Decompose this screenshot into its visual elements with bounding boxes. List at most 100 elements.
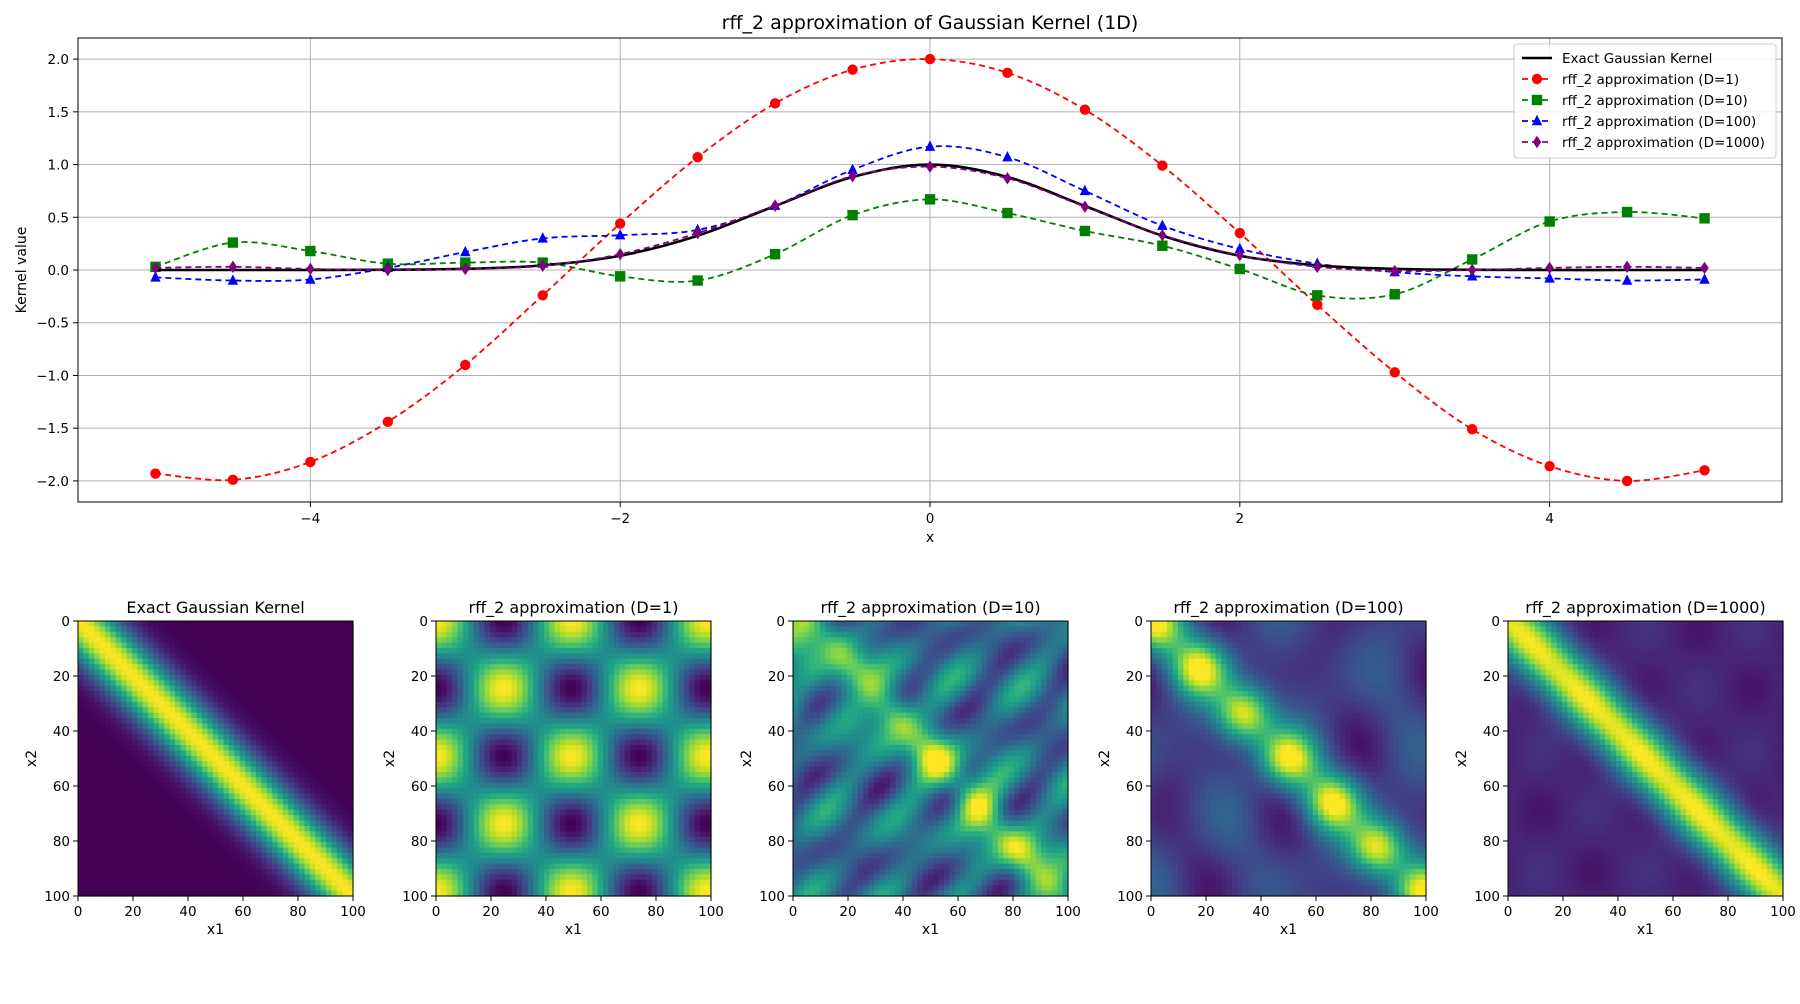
heatmap-cell — [695, 670, 701, 676]
heatmap-cell — [511, 831, 517, 837]
heatmap-cell — [153, 864, 159, 870]
heatmap-cell — [100, 761, 106, 767]
heatmap-cell — [310, 799, 316, 805]
heatmap-cell — [261, 643, 267, 649]
heatmap-cell — [587, 675, 593, 681]
heatmap-cell — [679, 745, 685, 751]
heatmap-cell — [310, 831, 316, 837]
heatmap-cell — [700, 637, 706, 643]
heatmap-cell — [94, 821, 100, 827]
heatmap-cell — [331, 637, 337, 643]
heatmap-cell — [619, 761, 625, 767]
heatmap-cell — [321, 670, 327, 676]
heatmap-cell — [441, 653, 447, 659]
heatmap-cell — [463, 815, 469, 821]
heatmap-cell — [207, 653, 213, 659]
heatmap-cell — [137, 842, 143, 848]
heatmap-cell — [538, 831, 544, 837]
heatmap-cell — [218, 723, 224, 729]
heatmap-cell — [337, 756, 343, 762]
heatmap-cell — [673, 686, 679, 692]
heatmap-cell — [121, 772, 127, 778]
heatmap-cell — [657, 632, 663, 638]
heatmap-cell — [463, 696, 469, 702]
heatmap-cell — [668, 745, 674, 751]
heatmap-cell — [528, 794, 534, 800]
heatmap-cell — [175, 821, 181, 827]
heatmap-cell — [159, 729, 165, 735]
heatmap-cell — [662, 643, 668, 649]
heatmap-cell — [441, 723, 447, 729]
heatmap-cell — [143, 680, 149, 686]
heatmap-cell — [94, 691, 100, 697]
heatmap-cell — [598, 653, 604, 659]
heatmap-cell — [684, 831, 690, 837]
heatmap-cell — [105, 750, 111, 756]
heatmap-cell — [673, 707, 679, 713]
heatmap-cell — [121, 723, 127, 729]
heatmap-cell — [609, 734, 615, 740]
heatmap-cell — [452, 756, 458, 762]
heatmap-cell — [560, 718, 566, 724]
heatmap-cell — [490, 648, 496, 654]
heatmap-cell — [549, 750, 555, 756]
heatmap-cell — [609, 750, 615, 756]
heatmap-cell — [78, 729, 84, 735]
heatmap-cell — [170, 745, 176, 751]
heatmap-cell — [170, 702, 176, 708]
heatmap-cell — [326, 804, 332, 810]
heatmap-cell — [511, 632, 517, 638]
heatmap-cell — [191, 643, 197, 649]
heatmap-cell — [278, 804, 284, 810]
heatmap-cell — [240, 664, 246, 670]
heatmap-cell — [619, 643, 625, 649]
heatmap-cell — [695, 626, 701, 632]
heatmap-cell — [137, 664, 143, 670]
heatmap-cell — [191, 831, 197, 837]
heatmap-cell — [657, 799, 663, 805]
heatmap-cell — [695, 686, 701, 692]
heatmap-cell — [331, 810, 337, 816]
heatmap-cell — [592, 707, 598, 713]
heatmap-cell — [479, 626, 485, 632]
heatmap-cell — [89, 729, 95, 735]
heatmap-cell — [251, 686, 257, 692]
heatmap-cell — [175, 858, 181, 864]
heatmap-cell — [164, 858, 170, 864]
heatmap-cell — [614, 643, 620, 649]
heatmap-cell — [522, 729, 528, 735]
heatmap-cell — [197, 745, 203, 751]
heatmap-cell — [592, 664, 598, 670]
heatmap-cell — [528, 621, 534, 627]
heatmap-cell — [288, 740, 294, 746]
heatmap-cell — [310, 702, 316, 708]
heatmap-cell — [560, 826, 566, 832]
heatmap-cell — [256, 750, 262, 756]
heatmap-cell — [331, 869, 337, 875]
heatmap-cell — [447, 659, 453, 665]
heatmap-cell — [673, 837, 679, 843]
heatmap-cell — [447, 788, 453, 794]
heatmap-cell — [207, 643, 213, 649]
heatmap-cell — [337, 750, 343, 756]
heatmap-cell — [267, 885, 273, 891]
heatmap-cell — [528, 767, 534, 773]
heatmap-cell — [506, 729, 512, 735]
heatmap-cell — [234, 637, 240, 643]
heatmap-cell — [83, 637, 89, 643]
heatmap-cell — [342, 874, 348, 880]
heatmap-cell — [310, 653, 316, 659]
heatmap-cell — [522, 745, 528, 751]
heatmap-cell — [458, 637, 464, 643]
heatmap-cell — [170, 643, 176, 649]
heatmap-cell — [668, 831, 674, 837]
heatmap-cell — [646, 734, 652, 740]
heatmap-cell — [522, 680, 528, 686]
heatmap-cell — [689, 702, 695, 708]
heatmap-cell — [463, 723, 469, 729]
heatmap-cell — [538, 632, 544, 638]
heatmap-cell — [121, 821, 127, 827]
heatmap-cell — [83, 653, 89, 659]
heatmap-cell — [549, 718, 555, 724]
